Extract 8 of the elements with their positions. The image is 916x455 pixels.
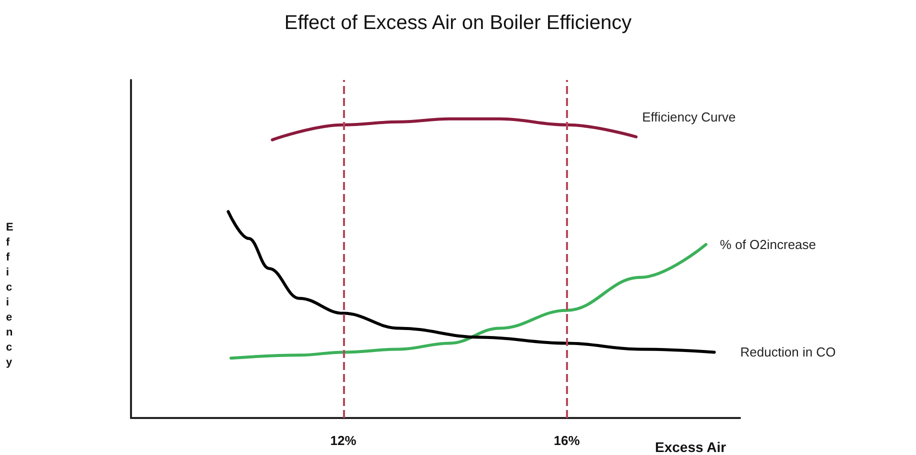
series-label: % of O2increase xyxy=(720,237,816,252)
x-tick-label: 12% xyxy=(330,433,357,448)
chart-title: Effect of Excess Air on Boiler Efficiency xyxy=(284,12,632,34)
series-label: Efficiency Curve xyxy=(642,109,736,124)
x-axis-title: Excess Air xyxy=(655,439,727,455)
x-tick-label: 16% xyxy=(554,433,580,448)
text: Efficiency xyxy=(6,222,14,368)
series-label: Reduction in CO xyxy=(740,344,836,360)
